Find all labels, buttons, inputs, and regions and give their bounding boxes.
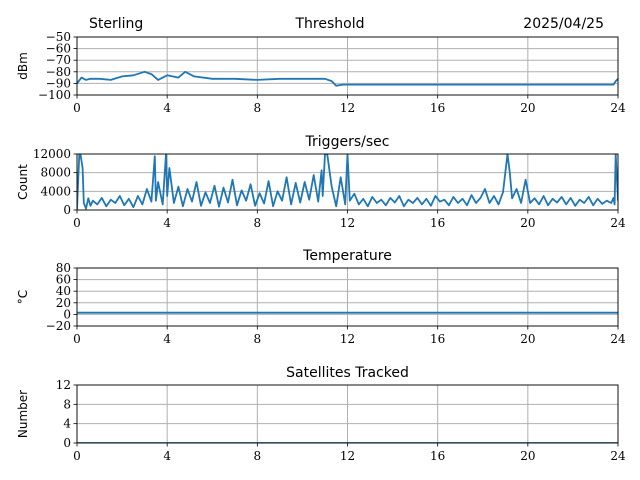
x-tick-label: 4 bbox=[163, 332, 171, 346]
y-tick-label: 60 bbox=[56, 273, 71, 287]
y-tick-label: 0 bbox=[63, 436, 71, 450]
plot-frame bbox=[76, 153, 619, 211]
y-tick-label: 0 bbox=[63, 307, 71, 321]
y-tick-label: 4000 bbox=[40, 184, 71, 198]
y-tick-label: 8000 bbox=[40, 166, 71, 180]
y-tick-label: 20 bbox=[56, 296, 71, 310]
x-tick-label: 4 bbox=[163, 101, 171, 115]
x-tick-label: 20 bbox=[520, 216, 535, 230]
plot-frame bbox=[76, 384, 619, 444]
x-tick-label: 16 bbox=[430, 101, 445, 115]
x-tick-label: 8 bbox=[254, 101, 262, 115]
y-tick-label: 8 bbox=[63, 397, 71, 411]
chart-title-satellites: Satellites Tracked bbox=[286, 365, 409, 381]
y-tick-label: 40 bbox=[56, 284, 71, 298]
y-tick-label: −70 bbox=[46, 53, 71, 67]
x-tick-label: 12 bbox=[340, 449, 355, 463]
y-tick-label: 12 bbox=[56, 378, 71, 392]
y-tick-label: 4 bbox=[63, 417, 71, 431]
y-axis-label: Number bbox=[16, 390, 30, 438]
y-axis-label: dBm bbox=[16, 52, 30, 80]
x-tick-label: 24 bbox=[610, 332, 626, 346]
x-tick-label: 0 bbox=[73, 332, 81, 346]
y-tick-label: −20 bbox=[46, 319, 71, 333]
x-tick-label: 16 bbox=[430, 216, 445, 230]
x-tick-label: 24 bbox=[610, 101, 626, 115]
x-tick-label: 8 bbox=[254, 216, 262, 230]
series-line-triggers bbox=[77, 154, 618, 210]
series-line-threshold bbox=[77, 70, 618, 87]
station-name: Sterling bbox=[89, 16, 143, 32]
x-tick-label: 12 bbox=[340, 332, 355, 346]
x-tick-label: 0 bbox=[73, 449, 81, 463]
x-tick-label: 16 bbox=[430, 332, 445, 346]
x-tick-label: 0 bbox=[73, 101, 81, 115]
x-tick-label: 20 bbox=[520, 332, 535, 346]
date-label: 2025/04/25 bbox=[523, 16, 604, 32]
x-tick-label: 24 bbox=[610, 449, 626, 463]
chart-title-triggers: Triggers/sec bbox=[305, 134, 390, 150]
chart-title-temperature: Temperature bbox=[302, 248, 392, 264]
x-tick-label: 8 bbox=[254, 449, 262, 463]
x-tick-label: 0 bbox=[73, 216, 81, 230]
y-axis-label: Count bbox=[16, 164, 30, 200]
chart-satellites: 0 4 8 12 16 20 24 12 8 4 0 Satellites Tracked Number bbox=[16, 365, 626, 463]
x-tick-label: 12 bbox=[340, 101, 355, 115]
y-axis-label: °C bbox=[16, 290, 30, 304]
x-tick-label: 24 bbox=[610, 216, 626, 230]
x-tick-label: 8 bbox=[254, 332, 262, 346]
x-tick-label: 16 bbox=[430, 449, 445, 463]
y-tick-label: −50 bbox=[46, 30, 71, 44]
chart-triggers: 0 4 8 12 16 20 24 12000 8000 4000 0 Triggers/sec Cou… bbox=[16, 134, 626, 230]
x-tick-label: 20 bbox=[520, 449, 535, 463]
x-tick-label: 4 bbox=[163, 449, 171, 463]
y-tick-label: −90 bbox=[46, 76, 71, 90]
y-tick-label: −80 bbox=[46, 65, 71, 79]
plot-frame bbox=[76, 36, 619, 96]
plot-frame bbox=[76, 267, 619, 327]
x-tick-label: 4 bbox=[163, 216, 171, 230]
y-tick-label: −60 bbox=[46, 42, 71, 56]
x-tick-label: 20 bbox=[520, 101, 535, 115]
y-tick-label: 80 bbox=[56, 261, 71, 275]
chart-title-threshold: Threshold bbox=[295, 16, 365, 32]
y-tick-label: 12000 bbox=[33, 147, 71, 161]
y-tick-label: 0 bbox=[63, 203, 71, 217]
x-tick-label: 12 bbox=[340, 216, 355, 230]
chart-threshold: 0 4 8 12 16 20 24 −50−60−70−80−90−100 dBm bbox=[16, 30, 626, 115]
y-tick-label: −100 bbox=[38, 88, 71, 102]
